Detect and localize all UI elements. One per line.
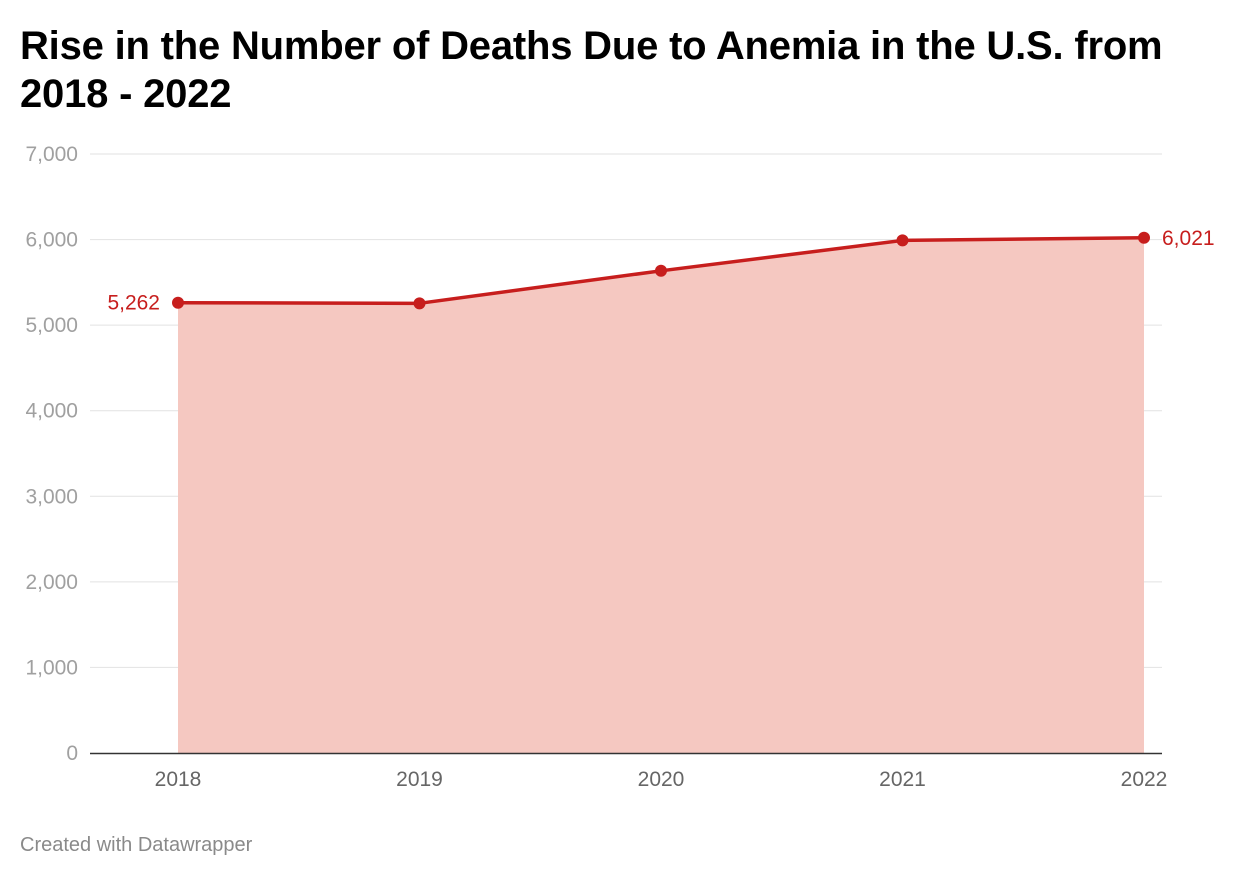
x-tick-label: 2019 <box>396 768 443 791</box>
x-tick-labels: 2018 2019 2020 2021 2022 <box>155 768 1168 791</box>
data-point-2019 <box>413 297 426 310</box>
value-label-2022: 6,021 <box>1162 227 1215 250</box>
x-tick-label: 2018 <box>155 768 202 791</box>
footer-credit: Created with Datawrapper <box>20 834 253 856</box>
y-tick-label: 3,000 <box>25 485 78 508</box>
data-point-2021 <box>896 234 909 247</box>
data-point-2020 <box>655 264 667 277</box>
value-label-2018: 5,262 <box>107 292 160 315</box>
y-tick-label: 1,000 <box>25 656 78 679</box>
y-tick-label: 7,000 <box>25 143 78 166</box>
x-tick-label: 2020 <box>638 768 685 791</box>
y-tick-label: 4,000 <box>25 400 78 423</box>
value-labels: 5,262 6,021 <box>107 227 1214 315</box>
x-tick-label: 2022 <box>1121 768 1168 791</box>
data-point-2018 <box>172 296 184 309</box>
chart-title: Rise in the Number of Deaths Due to Anem… <box>20 24 1163 116</box>
y-tick-label: 5,000 <box>25 314 78 337</box>
y-tick-label: 0 <box>66 742 78 765</box>
area-fill <box>178 237 1144 754</box>
y-tick-label: 2,000 <box>25 571 78 594</box>
y-tick-labels: 0 1,000 2,000 3,000 4,000 5,000 6,000 7,000 <box>25 143 78 765</box>
data-points <box>172 231 1150 310</box>
x-tick-label: 2021 <box>879 768 926 791</box>
y-tick-label: 6,000 <box>25 229 78 252</box>
data-point-2022 <box>1138 231 1150 244</box>
